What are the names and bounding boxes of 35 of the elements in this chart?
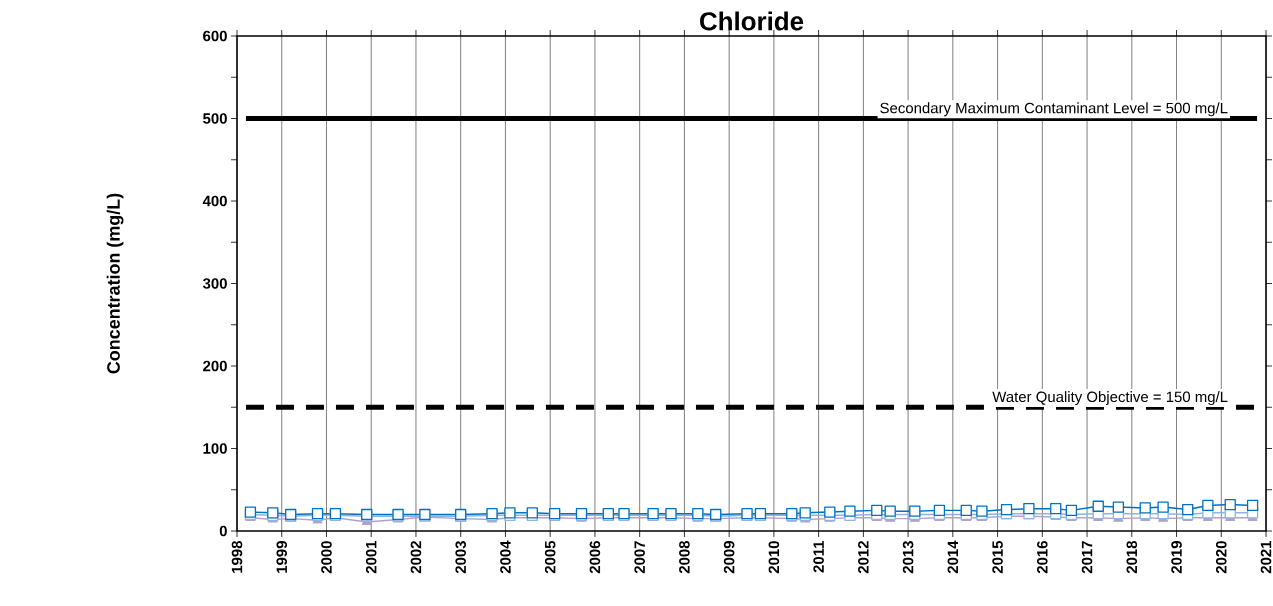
y-tick-label: 200 (203, 360, 227, 372)
x-tick-label: 2007 (634, 541, 645, 574)
ref-line-label: Secondary Maximum Contaminant Level = 500 mg/L (880, 102, 1228, 117)
x-tick-label: 2005 (544, 540, 556, 574)
x-tick-label: 2003 (455, 541, 467, 574)
x-tick-label: 2020 (1215, 541, 1227, 574)
chart-title: Chloride (700, 11, 804, 31)
y-tick-label: 400 (202, 195, 227, 207)
x-tick-label: 2018 (1126, 540, 1138, 574)
y-tick-label: 100 (203, 443, 227, 454)
y-tick-label: 0 (219, 525, 227, 537)
x-tick-label: 2016 (1037, 541, 1048, 574)
x-tick-label: 2004 (500, 540, 511, 574)
ref-line-label: Water Quality Objective = 150 mg/L (992, 391, 1228, 406)
x-tick-label: 2013 (902, 541, 914, 574)
x-tick-label: 2017 (1081, 541, 1093, 574)
x-tick-label: 2009 (723, 541, 735, 574)
x-tick-label: 2019 (1171, 541, 1182, 574)
x-tick-label: 2002 (410, 541, 422, 574)
y-tick-label: 600 (203, 30, 227, 42)
x-tick-label: 2011 (813, 540, 824, 573)
x-tick-label: 2001 (365, 540, 377, 574)
y-tick-label: 500 (203, 113, 227, 124)
x-tick-label: 2010 (768, 541, 780, 574)
x-tick-label: 2014 (947, 540, 959, 574)
x-tick-label: 2006 (589, 541, 601, 574)
x-tick-label: 1999 (276, 541, 288, 573)
y-tick-label: 300 (202, 278, 227, 289)
x-tick-label: 2000 (321, 541, 332, 574)
y-axis-title: Concentration (mg/L) (106, 193, 124, 374)
x-tick-label: 2015 (992, 540, 1003, 574)
x-tick-label: 2008 (679, 540, 690, 574)
x-tick-label: 1998 (231, 540, 243, 573)
x-tick-label: 2021 (1260, 540, 1272, 574)
x-tick-label: 2012 (858, 541, 869, 574)
